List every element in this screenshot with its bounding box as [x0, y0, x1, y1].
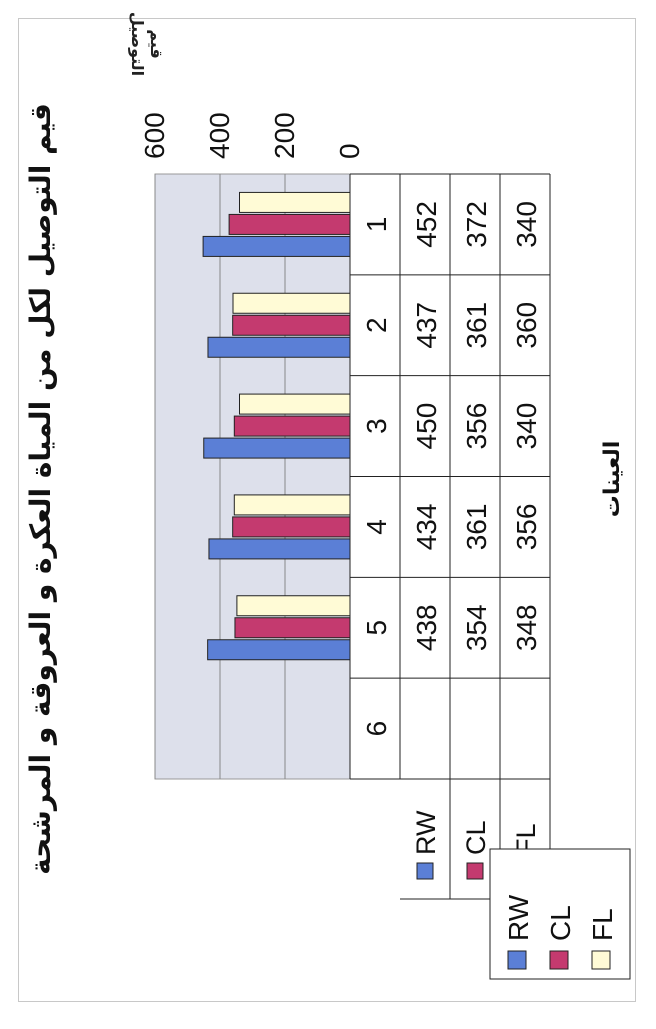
plot-area: [154, 173, 351, 780]
bar-FL-4: [233, 494, 351, 516]
table-cell-FL-2: 360: [511, 302, 542, 349]
table-key-RW: [416, 862, 434, 880]
table-cell-RW-2: 437: [411, 302, 442, 349]
category-label-3: 3: [361, 418, 392, 434]
bar-RW-2: [207, 336, 351, 358]
y-tick-label-600: 600: [139, 112, 170, 159]
legend-key-FL: [591, 950, 611, 970]
category-axis-label: العينات: [600, 440, 625, 518]
bar-CL-5: [234, 617, 351, 639]
bar-CL-4: [232, 516, 351, 538]
table-cell-RW-4: 434: [411, 504, 442, 551]
bar-CL-3: [233, 415, 351, 437]
legend-box: [489, 848, 631, 980]
table-cell-FL-4: 356: [511, 504, 542, 551]
table-cell-CL-4: 361: [461, 504, 492, 551]
table-cell-CL-3: 356: [461, 403, 492, 450]
table-cell-RW-1: 452: [411, 201, 442, 248]
table-cell-CL-1: 372: [461, 201, 492, 248]
y-tick-label-400: 400: [204, 112, 235, 159]
table-cell-RW-5: 438: [411, 604, 442, 651]
legend-label-FL: FL: [587, 908, 618, 941]
table-cell-FL-5: 348: [511, 604, 542, 651]
category-label-5: 5: [361, 620, 392, 636]
table-row-label-RW: RW: [411, 810, 441, 855]
bar-FL-3: [239, 393, 351, 415]
legend-label-CL: CL: [545, 905, 576, 941]
bar-FL-1: [239, 191, 351, 213]
category-label-4: 4: [361, 519, 392, 535]
category-label-6: 6: [361, 721, 392, 737]
legend-label-RW: RW: [503, 894, 534, 941]
legend-key-CL: [549, 950, 569, 970]
bar-FL-5: [236, 595, 351, 617]
bar-CL-2: [232, 314, 351, 336]
y-tick-label-200: 200: [269, 112, 300, 159]
y-tick-label-0: 0: [334, 143, 365, 159]
bar-FL-2: [232, 292, 351, 314]
table-cell-CL-5: 354: [461, 604, 492, 651]
bar-RW-3: [203, 437, 351, 459]
table-cell-FL-1: 340: [511, 201, 542, 248]
table-cell-FL-3: 340: [511, 403, 542, 450]
table-key-CL: [466, 862, 484, 880]
category-label-2: 2: [361, 317, 392, 333]
legend-key-RW: [507, 950, 527, 970]
category-label-1: 1: [361, 217, 392, 233]
table-cell-CL-2: 361: [461, 302, 492, 349]
bar-RW-1: [202, 235, 351, 257]
bar-RW-4: [208, 538, 351, 560]
bar-CL-1: [228, 213, 351, 235]
table-cell-RW-3: 450: [411, 403, 442, 450]
bar-RW-5: [207, 639, 351, 661]
table-row-label-CL: CL: [461, 820, 491, 855]
